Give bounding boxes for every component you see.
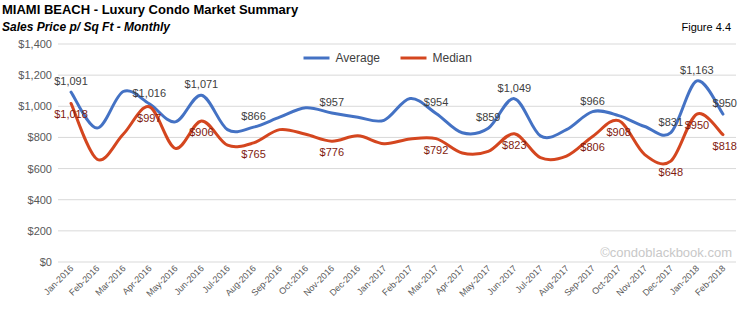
x-tick-label: Jun-2017 xyxy=(485,263,519,297)
data-label: $908 xyxy=(606,126,630,138)
x-tick-label: Jun-2016 xyxy=(172,263,206,297)
data-label: $792 xyxy=(424,144,448,156)
data-label: $1,163 xyxy=(680,64,714,76)
grid-line xyxy=(58,262,736,263)
figure-label: Figure 4.4 xyxy=(681,21,731,33)
y-tick-label: $600 xyxy=(28,163,52,175)
data-label: $1,016 xyxy=(132,87,166,99)
data-label: $1,049 xyxy=(498,82,532,94)
grid-line xyxy=(58,44,736,45)
legend-label: Median xyxy=(433,51,472,65)
grid-line xyxy=(58,75,736,76)
y-tick-label: $1,200 xyxy=(18,69,52,81)
data-label: $776 xyxy=(320,146,344,158)
chart: MIAMI BEACH - Luxury Condo Market Summar… xyxy=(0,0,739,322)
data-label: $859 xyxy=(476,111,500,123)
data-label: $818 xyxy=(713,140,737,152)
data-label: $997 xyxy=(137,112,161,124)
data-label: $866 xyxy=(241,110,265,122)
data-label: $906 xyxy=(189,126,213,138)
data-label: $950 xyxy=(713,97,737,109)
data-label: $806 xyxy=(580,141,604,153)
legend: Average Median xyxy=(304,51,472,65)
data-label: $957 xyxy=(320,96,344,108)
y-tick-label: $1,400 xyxy=(18,38,52,50)
subtitle: Sales Price p/ Sq Ft - Monthly xyxy=(2,20,171,34)
title: MIAMI BEACH - Luxury Condo Market Summar… xyxy=(2,2,299,17)
data-label: $1,071 xyxy=(185,78,219,90)
data-label: $831 xyxy=(659,116,683,128)
data-label: $966 xyxy=(580,95,604,107)
data-label: $950 xyxy=(685,119,709,131)
y-tick-label: $800 xyxy=(28,131,52,143)
grid-line xyxy=(58,168,736,169)
y-tick-label: $0 xyxy=(40,256,52,268)
grid-line xyxy=(58,230,736,231)
legend-label: Average xyxy=(336,51,381,65)
data-label: $648 xyxy=(659,166,683,178)
y-tick-label: $400 xyxy=(28,194,52,206)
data-label: $1,091 xyxy=(54,75,88,87)
data-label: $1,018 xyxy=(54,108,88,120)
x-tick-label: Feb-2018 xyxy=(693,263,727,297)
legend-swatch xyxy=(401,57,427,60)
data-label: $954 xyxy=(424,96,448,108)
y-tick-label: $200 xyxy=(28,225,52,237)
line-0 xyxy=(71,81,723,138)
grid-line xyxy=(58,199,736,200)
plot-area xyxy=(71,81,723,164)
data-labels: $1,091 $1,016 $1,071 $866 $957 $954 $859 $1,049… xyxy=(54,64,737,178)
grid xyxy=(58,44,736,262)
watermark: ©condoblackbook.com xyxy=(600,245,732,260)
data-label: $765 xyxy=(241,148,265,160)
legend-swatch xyxy=(304,57,330,60)
data-label: $823 xyxy=(502,139,526,151)
line-1 xyxy=(71,103,723,163)
y-tick-label: $1,000 xyxy=(18,100,52,112)
